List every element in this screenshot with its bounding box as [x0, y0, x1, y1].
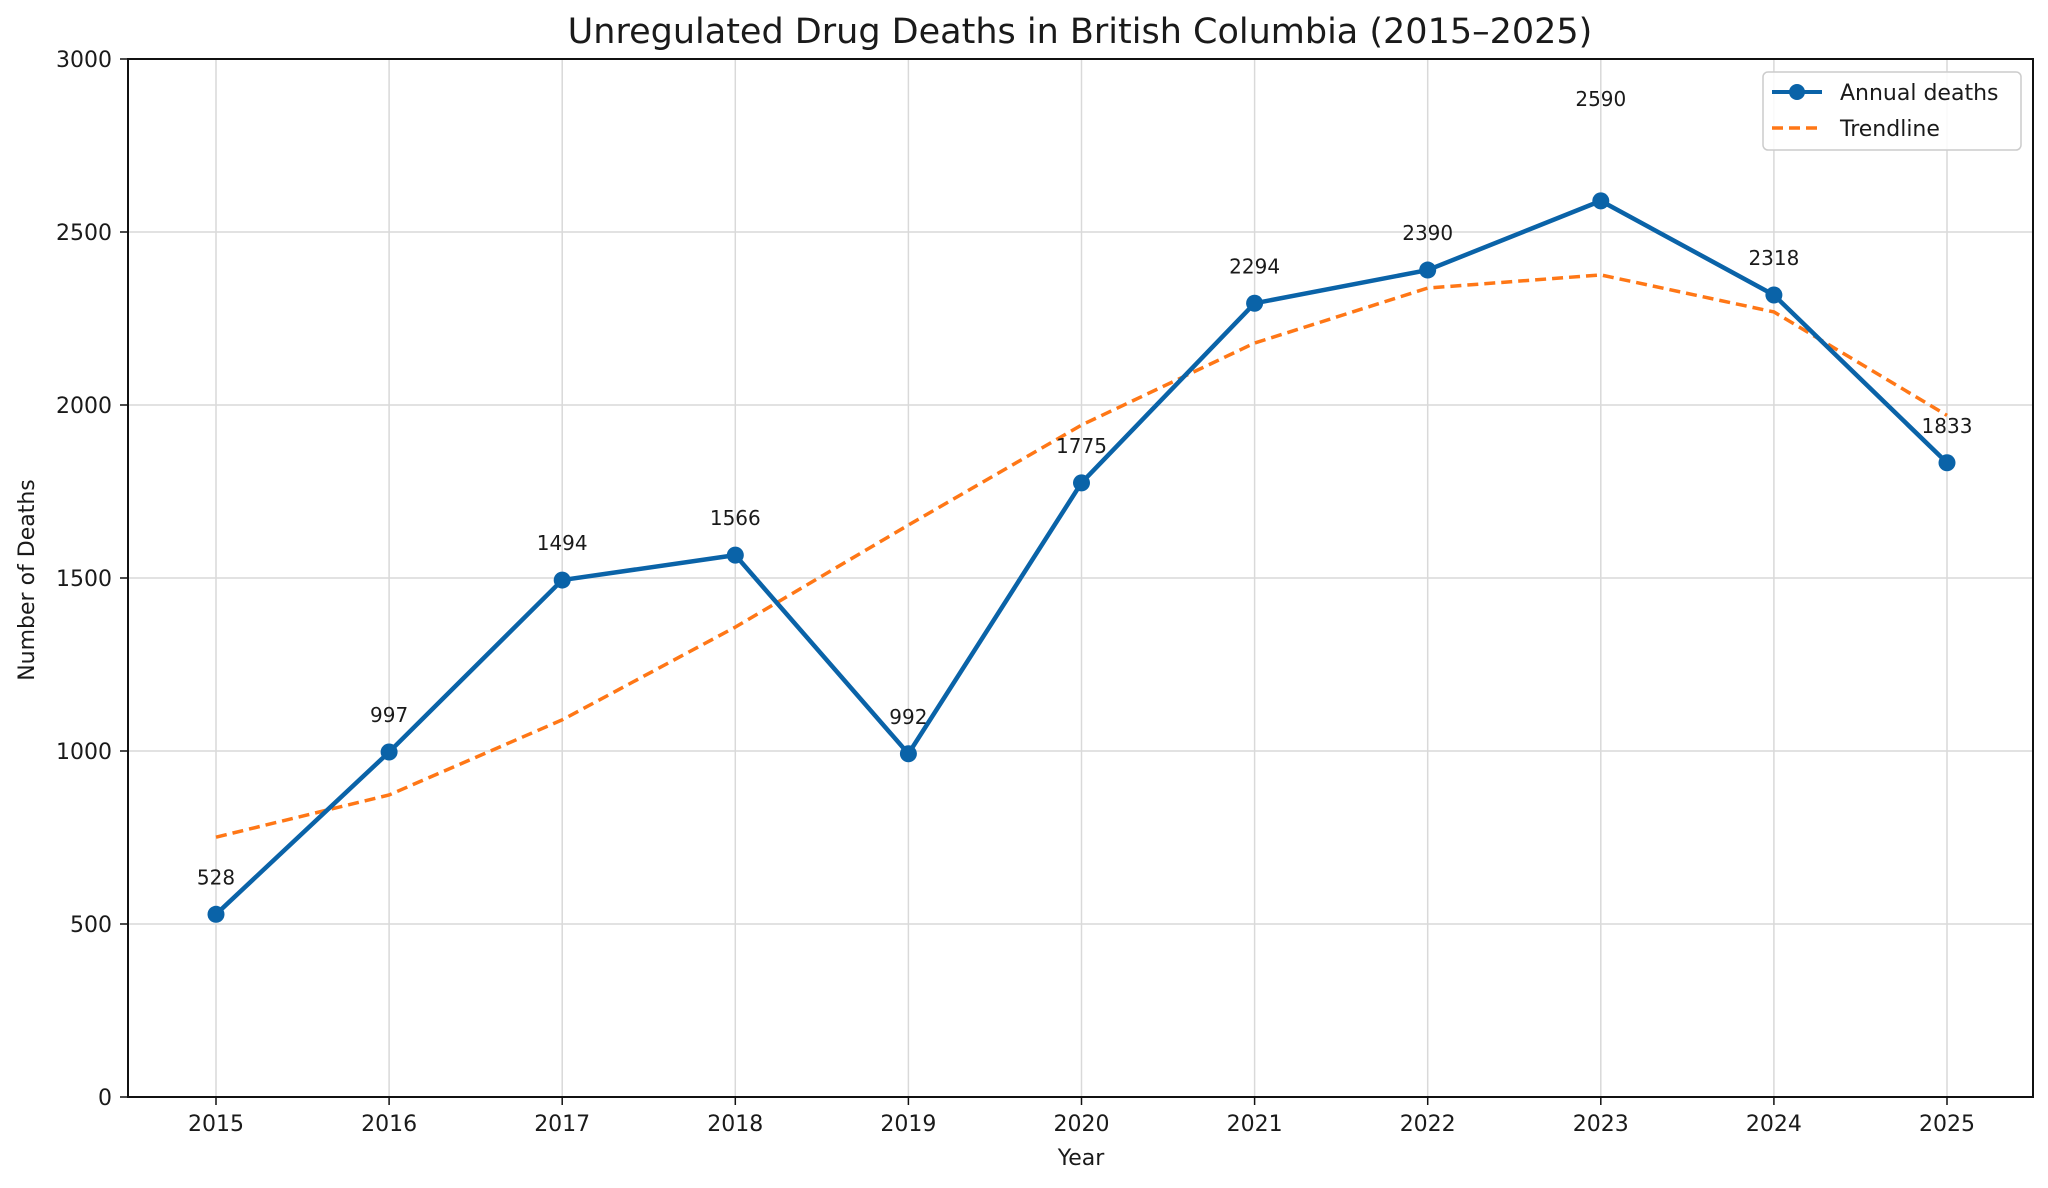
legend-label-annual-deaths: Annual deaths: [1840, 81, 1998, 106]
data-label: 2294: [1229, 254, 1280, 278]
data-point: [1765, 286, 1783, 304]
data-point: [1073, 474, 1090, 492]
data-label: 1494: [537, 531, 588, 555]
legend-label-trendline: Trendline: [1839, 117, 1940, 142]
data-point: [553, 571, 571, 589]
x-axis-label: Year: [1057, 1146, 1106, 1171]
x-tick-label: 2015: [188, 1112, 244, 1137]
x-tick-label: 2016: [361, 1112, 417, 1137]
x-tick-label: 2017: [534, 1112, 590, 1137]
legend: Annual deaths Trendline: [1762, 71, 2022, 151]
data-point: [1246, 294, 1264, 312]
data-point: [380, 743, 398, 761]
data-label: 997: [370, 703, 408, 727]
data-point: [726, 546, 744, 564]
chart-title: Unregulated Drug Deaths in British Colum…: [568, 12, 1593, 52]
y-tick-label: 2000: [56, 394, 112, 419]
y-tick-label: 0: [98, 1086, 112, 1111]
data-label: 992: [889, 705, 927, 729]
x-tick-label: 2019: [880, 1112, 936, 1137]
data-label: 528: [197, 865, 235, 889]
data-point: [1592, 192, 1610, 210]
y-tick-label: 1000: [56, 740, 112, 765]
data-label: 2318: [1748, 246, 1799, 270]
x-tick-label: 2025: [1919, 1112, 1975, 1137]
x-tick-label: 2020: [1054, 1112, 1110, 1137]
y-tick-label: 1500: [56, 567, 112, 592]
data-point: [1938, 454, 1956, 472]
y-axis-label: Number of Deaths: [15, 479, 40, 681]
x-axis: 2015 2016 2017 2018 2019 2020 2021 2022 2023 2024…: [188, 1097, 1975, 1137]
data-label: 1566: [710, 506, 761, 530]
y-tick-label: 500: [70, 913, 112, 938]
legend-marker-annual-deaths: [1789, 84, 1805, 100]
x-tick-label: 2024: [1746, 1112, 1802, 1137]
x-tick-label: 2022: [1400, 1112, 1456, 1137]
legend-box: [1762, 71, 2022, 151]
y-axis: 0 500 1000 1500 2000 2500 3000: [56, 48, 128, 1111]
grid-lines: [128, 58, 2033, 1098]
data-label: 1833: [1922, 414, 1973, 438]
x-tick-label: 2018: [707, 1112, 763, 1137]
data-label: 1775: [1056, 434, 1107, 458]
data-point: [899, 745, 917, 763]
x-tick-label: 2021: [1227, 1112, 1283, 1137]
series-layer: 528 997 1494 1566 992 1775 2294 2390 2590 2318 183…: [197, 87, 1973, 923]
trendline-series: [215, 273, 1948, 839]
data-point: [207, 905, 225, 923]
y-tick-label: 2500: [56, 221, 112, 246]
y-tick-label: 3000: [56, 48, 112, 73]
data-label: 2590: [1575, 87, 1626, 111]
data-label: 2390: [1402, 221, 1453, 245]
data-point: [1419, 261, 1437, 279]
x-tick-label: 2023: [1573, 1112, 1629, 1137]
